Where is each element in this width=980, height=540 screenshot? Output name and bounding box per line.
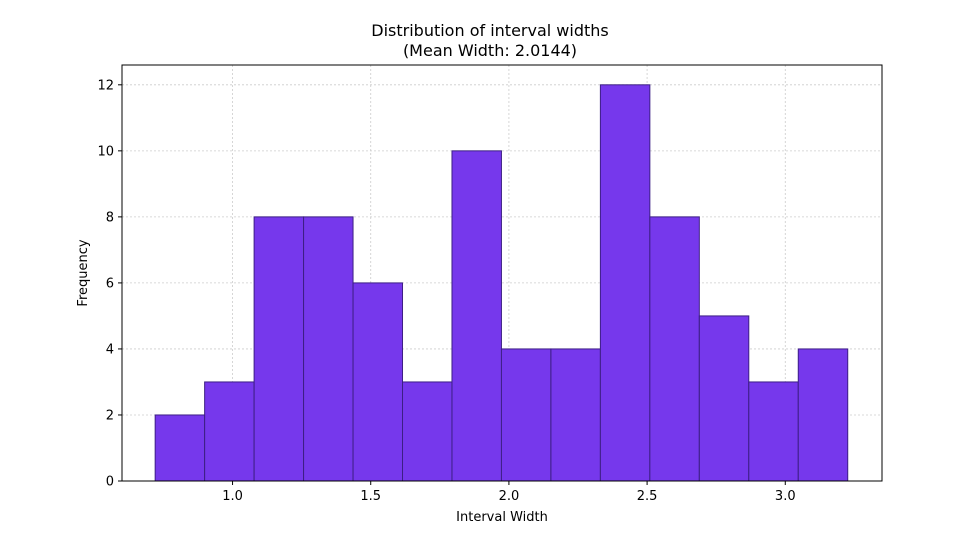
axis-ticks: 1.0 1.5 2.0 2.5 3.0 0 2 4 6 8 10 12 (97, 78, 795, 504)
histogram-bar (599, 84, 651, 482)
x-tick-label: 1.0 (222, 489, 243, 504)
plot-frame (121, 64, 883, 482)
histogram-bar (797, 348, 849, 482)
x-axis-label: Interval Width (456, 510, 548, 525)
y-tick-label: 12 (97, 78, 114, 93)
x-tick-label: 2.5 (637, 489, 658, 504)
y-axis-label: Frequency (76, 239, 91, 306)
histogram-bars (154, 84, 849, 482)
histogram-bar (303, 216, 354, 482)
histogram-bar (154, 414, 206, 482)
chart-title: Distribution of interval widths (371, 21, 608, 40)
x-tick-label: 3.0 (775, 489, 796, 504)
x-tick-label: 2.0 (499, 489, 520, 504)
y-tick-label: 6 (106, 276, 114, 291)
histogram-bar (698, 315, 750, 482)
y-tick-label: 4 (106, 342, 114, 357)
histogram-bar (402, 381, 453, 482)
y-tick-label: 10 (97, 144, 114, 159)
histogram-bar (253, 216, 305, 482)
y-tick-label: 8 (106, 210, 114, 225)
histogram-bar (451, 150, 502, 482)
y-tick-label: 0 (106, 475, 114, 490)
chart-subtitle: (Mean Width: 2.0144) (403, 41, 577, 60)
y-tick-label: 2 (106, 408, 114, 423)
histogram-bar (352, 282, 404, 482)
x-tick-label: 1.5 (360, 489, 381, 504)
histogram-bar (649, 216, 700, 482)
histogram-bar (204, 381, 255, 482)
histogram-bar (500, 348, 552, 482)
histogram-bar (748, 381, 799, 482)
histogram-bar (550, 348, 601, 482)
